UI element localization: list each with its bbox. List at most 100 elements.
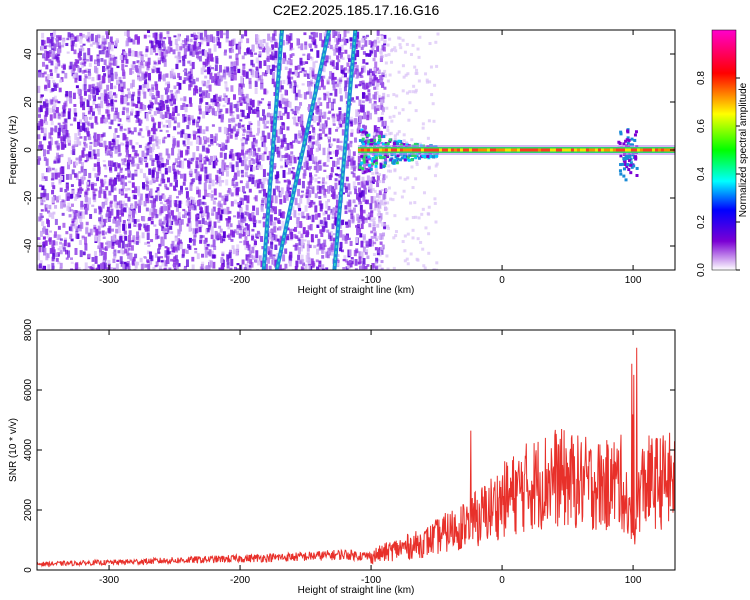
heatmap-cell	[235, 108, 239, 113]
heatmap-cell	[377, 69, 381, 73]
heatmap-cell	[268, 232, 272, 240]
heatmap-cell	[291, 71, 295, 75]
heatmap-cell	[257, 100, 261, 106]
y-tick-label: 6000	[23, 378, 34, 401]
heatmap-cell	[155, 83, 159, 91]
heatmap-cell	[307, 81, 311, 88]
heatmap-cell	[141, 232, 145, 239]
heatmap-cell	[142, 186, 146, 190]
heatmap-cell	[42, 101, 46, 108]
heatmap-cell	[43, 57, 47, 61]
heatmap-cell	[383, 225, 387, 230]
heatmap-cell	[271, 55, 275, 60]
heatmap-cell	[146, 185, 150, 191]
heatmap-cell	[336, 166, 340, 170]
heatmap-cell	[622, 167, 626, 171]
heatmap-cell	[78, 190, 82, 194]
heatmap-cell	[72, 39, 76, 47]
heatmap-cell	[321, 39, 325, 48]
heatmap-cell	[147, 131, 151, 137]
heatmap-cell	[254, 195, 258, 202]
heatmap-cell	[211, 179, 215, 187]
heatmap-cell	[45, 121, 49, 125]
heatmap-cell	[358, 193, 362, 197]
heatmap-cell	[98, 45, 102, 49]
heatmap-cell	[62, 112, 66, 117]
heatmap-cell	[127, 247, 131, 251]
heatmap-cell	[298, 207, 302, 212]
heatmap-cell	[252, 159, 256, 165]
heatmap-cell	[243, 191, 247, 194]
heatmap-cell	[266, 46, 270, 54]
heatmap-cell	[84, 194, 88, 203]
heatmap-cell	[174, 105, 178, 113]
heatmap-cell	[110, 107, 114, 112]
heatmap-cell	[336, 157, 340, 165]
heatmap-cell	[61, 44, 65, 48]
heatmap-cell	[124, 64, 128, 67]
heatmap-cell	[82, 251, 86, 256]
heatmap-cell	[356, 109, 360, 114]
heatmap-cell	[265, 42, 269, 50]
heatmap-cell	[276, 238, 280, 242]
heatmap-cell	[251, 109, 255, 114]
heatmap-cell	[81, 101, 85, 106]
heatmap-cell	[132, 194, 136, 199]
heatmap-cell	[618, 141, 622, 145]
heatmap-cell	[114, 99, 118, 103]
heatmap-cell	[314, 205, 318, 213]
heatmap-cell	[56, 196, 60, 203]
heatmap-cell	[235, 181, 239, 187]
heatmap-cell	[198, 226, 202, 233]
heatmap-cell	[316, 108, 320, 115]
heatmap-cell	[258, 50, 262, 56]
heatmap-cell	[221, 142, 225, 147]
heatmap-cell	[222, 238, 226, 242]
heatmap-cell	[100, 250, 104, 256]
heatmap-cell	[187, 117, 191, 125]
heatmap-cell	[118, 210, 122, 216]
heatmap-cell	[287, 154, 291, 161]
heatmap-cell	[231, 114, 235, 118]
heatmap-cell	[69, 236, 73, 240]
heatmap-cell	[217, 96, 221, 102]
heatmap-cell	[123, 51, 127, 56]
dominant-line-cell	[447, 148, 451, 152]
heatmap-cell	[343, 72, 347, 78]
heatmap-cell	[131, 210, 135, 218]
heatmap-cell	[121, 110, 125, 116]
heatmap-cell	[201, 261, 205, 269]
heatmap-cell	[362, 234, 366, 240]
heatmap-cell	[396, 132, 400, 136]
heatmap-cell	[250, 59, 254, 66]
heatmap-cell	[382, 92, 386, 100]
heatmap-cell	[73, 117, 77, 122]
heatmap-cell	[372, 225, 376, 228]
heatmap-cell	[236, 227, 240, 231]
heatmap-cell	[295, 139, 299, 143]
heatmap-cell	[168, 36, 172, 45]
heatmap-cell	[166, 109, 170, 112]
heatmap-cell	[383, 39, 387, 43]
heatmap-cell	[309, 91, 313, 99]
heatmap-cell	[373, 74, 377, 81]
heatmap-cell	[241, 126, 245, 130]
heatmap-cell	[123, 134, 127, 140]
heatmap-cell	[169, 89, 173, 93]
dominant-line-cell	[516, 148, 520, 152]
heatmap-cell	[403, 259, 407, 263]
heatmap-cell	[169, 98, 173, 103]
heatmap-cell	[100, 143, 104, 147]
heatmap-cell	[212, 254, 216, 259]
heatmap-cell	[71, 34, 75, 38]
heatmap-cell	[65, 257, 69, 260]
heatmap-cell	[228, 154, 232, 159]
heatmap-cell	[184, 68, 188, 76]
heatmap-cell	[254, 87, 258, 94]
heatmap-cell	[328, 174, 332, 181]
heatmap-cell	[269, 54, 273, 60]
heatmap-cell	[327, 199, 331, 203]
heatmap-cell	[153, 111, 157, 116]
y-tick-label: 0	[23, 567, 34, 573]
heatmap-cell	[214, 64, 218, 72]
